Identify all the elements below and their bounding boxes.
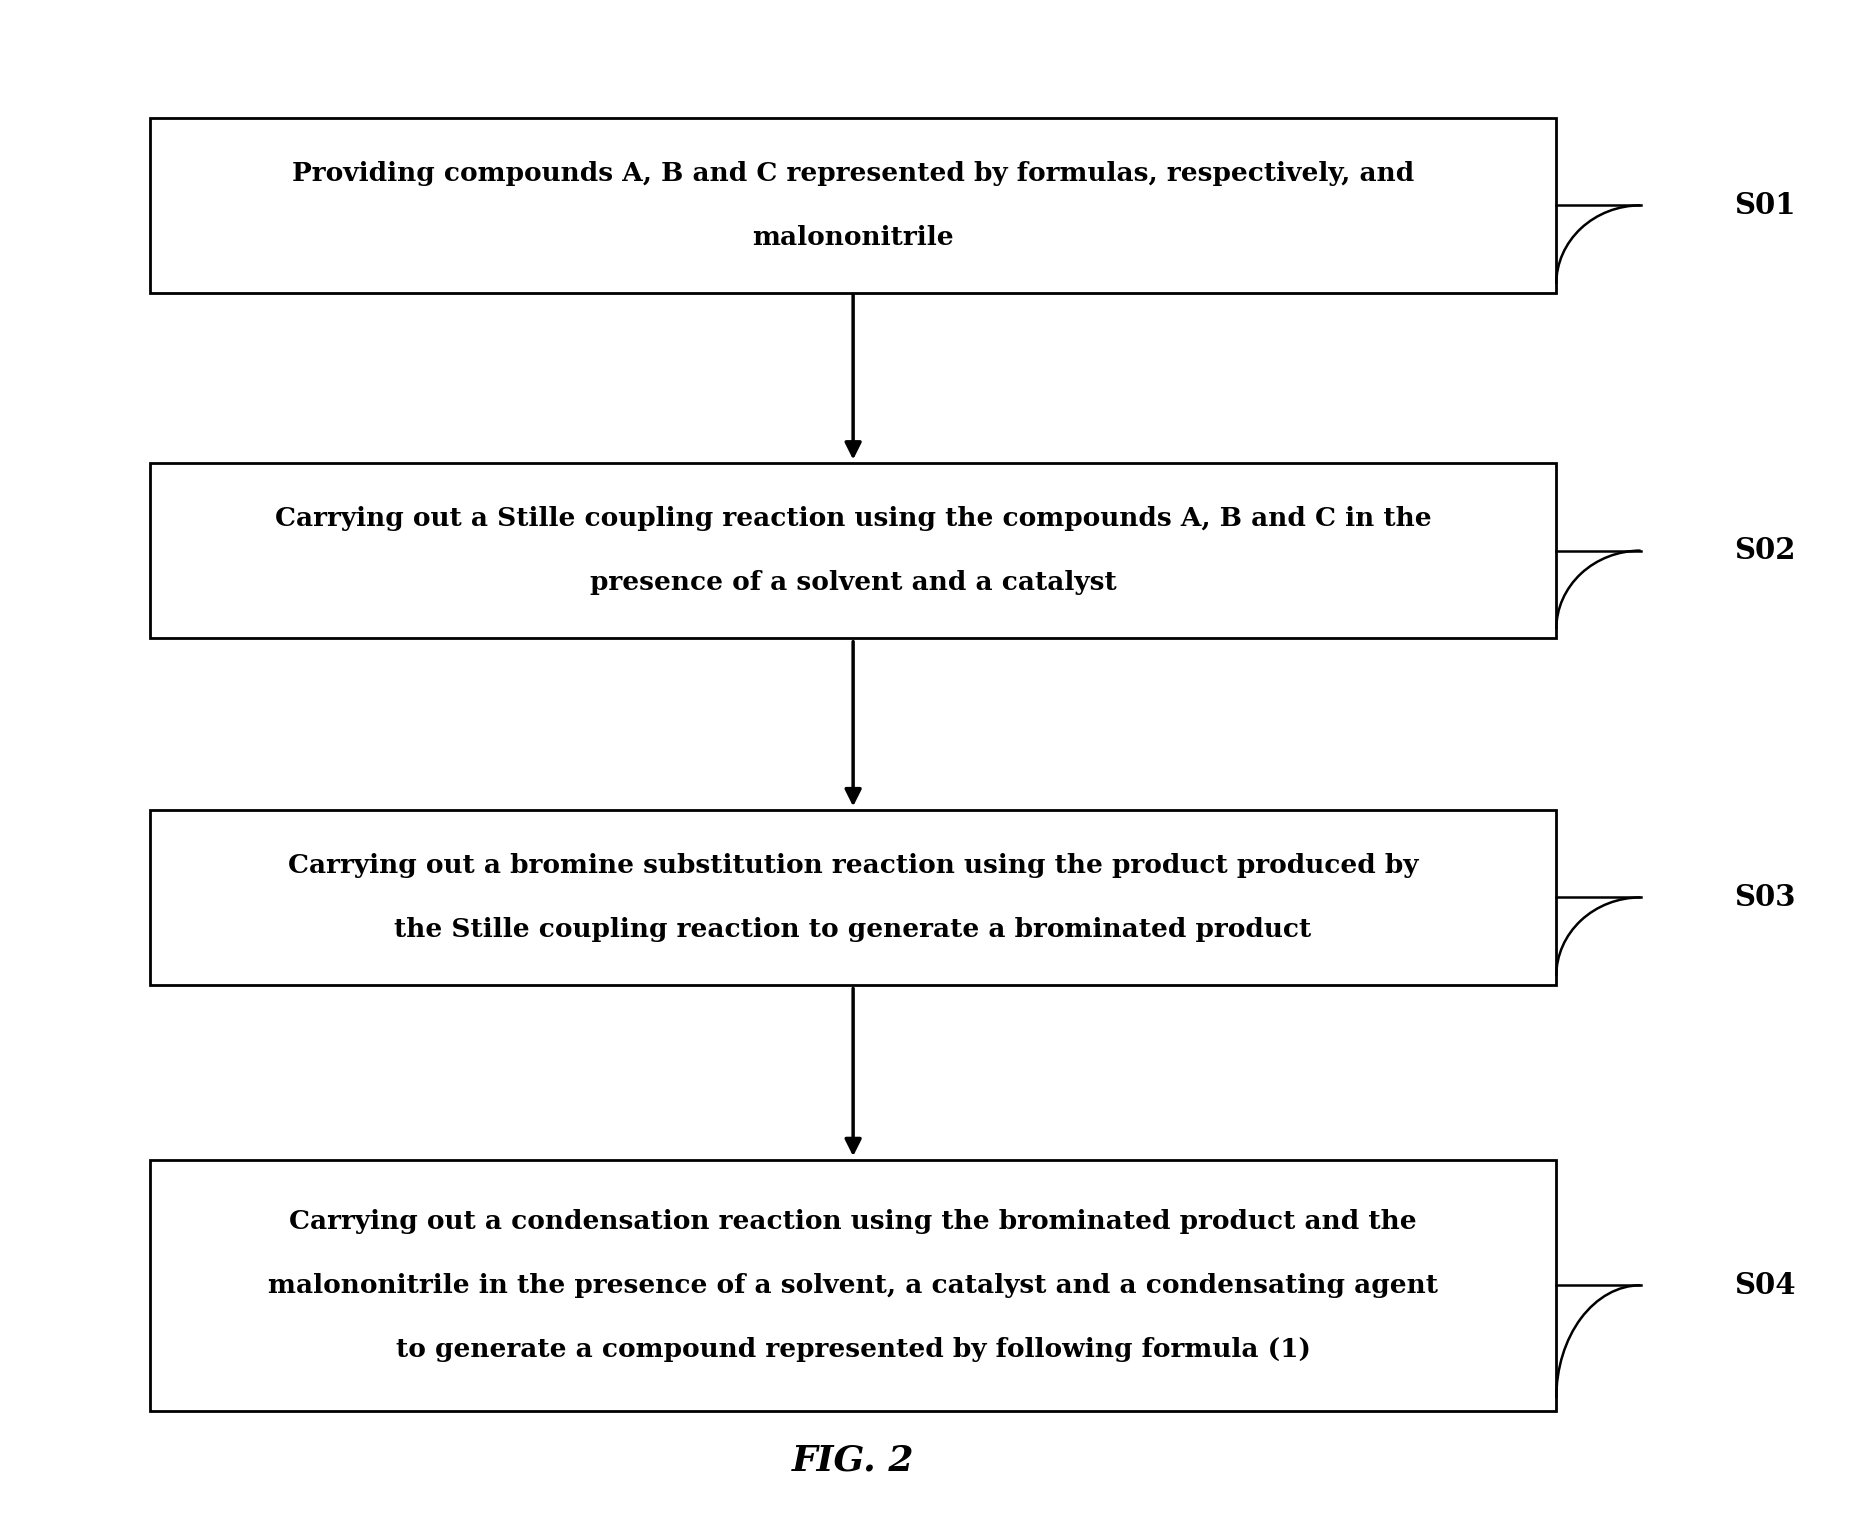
Text: Providing compounds A, B and C represented by formulas, respectively, and: Providing compounds A, B and C represent…: [292, 161, 1414, 186]
Text: to generate a compound represented by following formula (1): to generate a compound represented by fo…: [396, 1337, 1311, 1361]
Bar: [150, 462, 1556, 639]
Text: S03: S03: [1734, 882, 1796, 913]
Bar: [150, 119, 1556, 292]
Text: malononitrile: malononitrile: [752, 225, 954, 249]
Bar: [150, 1159, 1556, 1411]
Text: Carrying out a condensation reaction using the brominated product and the: Carrying out a condensation reaction usi…: [289, 1209, 1418, 1234]
Text: the Stille coupling reaction to generate a brominated product: the Stille coupling reaction to generate…: [394, 917, 1312, 941]
Text: Carrying out a bromine substitution reaction using the product produced by: Carrying out a bromine substitution reac…: [289, 853, 1418, 878]
Text: S01: S01: [1734, 190, 1796, 221]
Bar: [150, 809, 1556, 986]
Text: FIG. 2: FIG. 2: [791, 1443, 915, 1477]
Text: malononitrile in the presence of a solvent, a catalyst and a condensating agent: malononitrile in the presence of a solve…: [268, 1273, 1438, 1297]
Text: S02: S02: [1734, 535, 1796, 566]
Text: S04: S04: [1734, 1270, 1796, 1300]
Text: presence of a solvent and a catalyst: presence of a solvent and a catalyst: [591, 570, 1116, 595]
Text: Carrying out a Stille coupling reaction using the compounds A, B and C in the: Carrying out a Stille coupling reaction …: [276, 506, 1431, 531]
